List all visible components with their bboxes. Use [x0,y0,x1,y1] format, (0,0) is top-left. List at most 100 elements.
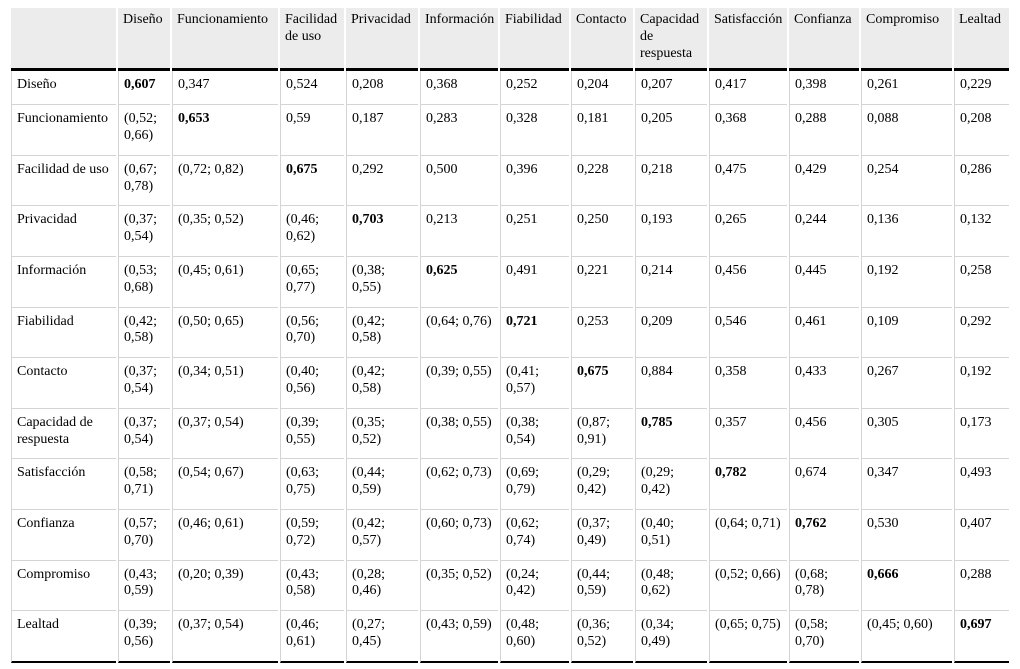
matrix-cell: (0,34; 0,49) [635,611,707,663]
matrix-cell: (0,48; 0,60) [500,611,569,663]
matrix-cell: (0,53; 0,68) [118,256,170,308]
matrix-cell: 0,288 [954,560,1009,612]
matrix-cell: 0,368 [420,71,498,106]
matrix-cell: (0,38; 0,54) [500,408,569,460]
matrix-cell: 0,429 [789,155,859,207]
matrix-cell: (0,46; 0,61) [280,611,344,663]
matrix-cell: 0,228 [571,155,633,207]
matrix-cell: 0,214 [635,256,707,308]
matrix-cell: 0,884 [635,358,707,409]
matrix-cell: 0,192 [861,256,952,308]
matrix-cell: (0,28; 0,46) [346,560,418,612]
matrix-cell: (0,20; 0,39) [172,560,278,612]
matrix-cell: (0,67; 0,78) [118,155,170,207]
column-header: Fiabilidad [500,8,569,72]
matrix-cell: 0,368 [709,105,787,156]
matrix-cell: (0,35; 0,52) [346,408,418,460]
matrix-cell: 0,456 [789,408,859,460]
matrix-cell: 0,261 [861,71,952,106]
matrix-cell: 0,328 [500,105,569,156]
matrix-cell: (0,29; 0,42) [635,459,707,510]
matrix-cell: 0,088 [861,105,952,156]
matrix-cell: 0,265 [709,206,787,257]
matrix-cell: (0,62; 0,73) [420,459,498,510]
column-header: Lealtad [954,8,1009,72]
matrix-cell: (0,57; 0,70) [118,509,170,561]
matrix-cell: 0,109 [861,307,952,359]
matrix-cell: (0,38; 0,55) [346,256,418,308]
matrix-cell: 0,209 [635,307,707,359]
matrix-cell: (0,39; 0,55) [280,408,344,460]
matrix-cell: (0,46; 0,62) [280,206,344,257]
matrix-cell: 0,347 [861,459,952,510]
matrix-cell: (0,50; 0,65) [172,307,278,359]
matrix-cell: 0,305 [861,408,952,460]
matrix-cell: (0,52; 0,66) [118,105,170,156]
table-row: Contacto (0,37; 0,54) (0,34; 0,51) (0,40; 0… [11,358,1009,409]
matrix-cell: (0,34; 0,51) [172,358,278,409]
table-row: Información (0,53; 0,68) (0,45; 0,61) (0,65… [11,256,1009,308]
matrix-cell: (0,24; 0,42) [500,560,569,612]
matrix-cell: 0,524 [280,71,344,106]
matrix-cell: 0,396 [500,155,569,207]
row-header: Contacto [11,358,116,409]
diagonal-cell: 0,785 [635,408,707,460]
matrix-cell: 0,546 [709,307,787,359]
matrix-cell: (0,64; 0,71) [709,509,787,561]
matrix-cell: 0,132 [954,206,1009,257]
matrix-cell: 0,493 [954,459,1009,510]
matrix-cell: 0,252 [500,71,569,106]
matrix-cell: (0,63; 0,75) [280,459,344,510]
table-row: Privacidad (0,37; 0,54) (0,35; 0,52) (0,46;… [11,206,1009,257]
matrix-cell: (0,46; 0,61) [172,509,278,561]
diagonal-cell: 0,675 [280,155,344,207]
matrix-cell: (0,45; 0,60) [861,611,952,663]
matrix-cell: (0,45; 0,61) [172,256,278,308]
matrix-cell: (0,60; 0,73) [420,509,498,561]
matrix-cell: 0,456 [709,256,787,308]
matrix-cell: 0,347 [172,71,278,106]
diagonal-cell: 0,762 [789,509,859,561]
matrix-cell: 0,192 [954,358,1009,409]
matrix-cell: (0,52; 0,66) [709,560,787,612]
matrix-cell: 0,283 [420,105,498,156]
diagonal-cell: 0,607 [118,71,170,106]
matrix-cell: (0,41; 0,57) [500,358,569,409]
row-header: Satisfacción [11,459,116,510]
matrix-cell: 0,187 [346,105,418,156]
matrix-cell: 0,221 [571,256,633,308]
matrix-cell: (0,42; 0,58) [346,358,418,409]
matrix-cell: 0,204 [571,71,633,106]
row-header: Privacidad [11,206,116,257]
matrix-cell: (0,38; 0,55) [420,408,498,460]
table-row: Compromiso (0,43; 0,59) (0,20; 0,39) (0,43;… [11,560,1009,612]
column-header: Facilidad de uso [280,8,344,72]
table-row: Facilidad de uso (0,67; 0,78) (0,72; 0,82)… [11,155,1009,207]
table-row: Funcionamiento (0,52; 0,66) 0,653 0,59 0,187… [11,105,1009,156]
diagonal-cell: 0,653 [172,105,278,156]
diagonal-cell: 0,675 [571,358,633,409]
header-row: Diseño Funcionamiento Facilidad de uso Priv… [11,8,1009,72]
matrix-cell: (0,40; 0,51) [635,509,707,561]
diagonal-cell: 0,721 [500,307,569,359]
matrix-cell: (0,27; 0,45) [346,611,418,663]
matrix-cell: 0,229 [954,71,1009,106]
table-row: Diseño 0,607 0,347 0,524 0,208 0,368 0,252 0,20… [11,71,1009,106]
column-header: Funcionamiento [172,8,278,72]
matrix-cell: (0,64; 0,76) [420,307,498,359]
matrix-cell: (0,37; 0,54) [172,611,278,663]
matrix-cell: (0,42; 0,58) [346,307,418,359]
matrix-cell: 0,218 [635,155,707,207]
column-header: Capacidad de respuesta [635,8,707,72]
column-header: Confianza [789,8,859,72]
matrix-cell: (0,59; 0,72) [280,509,344,561]
matrix-cell: (0,40; 0,56) [280,358,344,409]
matrix-cell: (0,37; 0,54) [118,206,170,257]
row-header: Funcionamiento [11,105,116,156]
matrix-cell: (0,48; 0,62) [635,560,707,612]
table-row: Satisfacción (0,58; 0,71) (0,54; 0,67) (0,6… [11,459,1009,510]
row-header: Fiabilidad [11,307,116,359]
matrix-cell: (0,39; 0,56) [118,611,170,663]
matrix-cell: (0,54; 0,67) [172,459,278,510]
corner-cell [11,8,116,72]
